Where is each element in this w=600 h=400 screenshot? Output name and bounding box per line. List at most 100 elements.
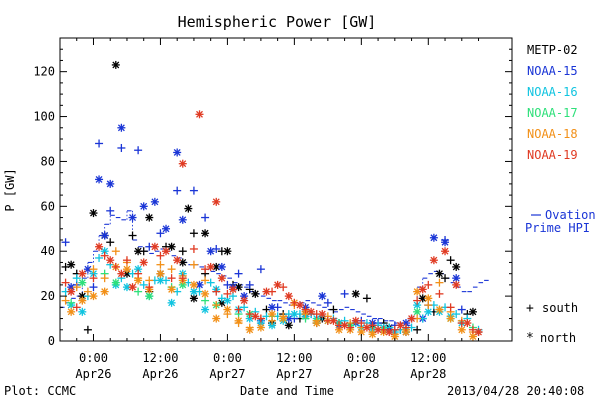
- noaa-18-south-marker: [424, 301, 433, 310]
- metp-02-south-marker: [128, 231, 137, 240]
- noaa-19-north-marker: [307, 307, 316, 316]
- metp-02-north-marker: [284, 321, 293, 330]
- metp-02-north-marker: [418, 294, 427, 303]
- noaa-19-north-marker: [212, 197, 221, 206]
- data-markers: [61, 60, 483, 341]
- noaa-15-north-marker: [106, 179, 115, 188]
- x-tick-time: 12:00: [276, 351, 312, 365]
- noaa-18-north-marker: [189, 280, 198, 289]
- metp-02-south-marker: [178, 247, 187, 256]
- noaa-16-north-marker: [201, 305, 210, 314]
- noaa-18-south-marker: [83, 287, 92, 296]
- noaa-15-north-marker: [162, 224, 171, 233]
- noaa-15-south-marker: [457, 305, 466, 314]
- noaa-18-north-marker: [468, 332, 477, 341]
- noaa-19-south-marker: [189, 244, 198, 253]
- noaa-18-north-marker: [245, 325, 254, 334]
- x-tick-time: 0:00: [213, 351, 242, 365]
- noaa-16-north-marker: [156, 276, 165, 285]
- noaa-18-north-marker: [89, 292, 98, 301]
- noaa-19-south-marker: [424, 280, 433, 289]
- noaa-15-north-marker: [117, 123, 126, 132]
- y-tick-label: 20: [41, 289, 55, 303]
- noaa-18-south-marker: [145, 276, 154, 285]
- noaa-18-north-marker: [424, 294, 433, 303]
- legend-entry-noaa-16: NOAA-16: [527, 85, 578, 99]
- noaa-19-north-marker: [351, 316, 360, 325]
- noaa-18-north-marker: [167, 285, 176, 294]
- noaa-17-south-marker: [67, 298, 76, 307]
- x-tick-time: 0:00: [347, 351, 376, 365]
- noaa-15-north-marker: [139, 202, 148, 211]
- noaa-15-south-marker: [234, 269, 243, 278]
- ovation-legend-line1: Ovation: [545, 208, 596, 222]
- noaa-19-south-marker: [134, 269, 143, 278]
- legend: METP-02 NOAA-15 NOAA-16 NOAA-17 NOAA-18 NOAA-…: [527, 43, 578, 162]
- noaa-19-north-marker: [240, 296, 249, 305]
- noaa-18-south-marker: [167, 265, 176, 274]
- noaa-19-north-marker: [106, 256, 115, 265]
- noaa-19-north-marker: [385, 328, 394, 337]
- noaa-15-south-marker: [95, 139, 104, 148]
- noaa-19-south-marker: [122, 256, 131, 265]
- noaa-19-south-marker: [156, 251, 165, 260]
- noaa-15-south-marker: [89, 283, 98, 292]
- noaa-15-north-marker: [217, 262, 226, 271]
- x-tick-date: Apr27: [209, 367, 245, 381]
- x-axis-label: Date and Time: [240, 384, 334, 398]
- noaa-18-south-marker: [100, 274, 109, 283]
- noaa-19-south-marker: [167, 274, 176, 283]
- noaa-15-north-marker: [441, 238, 450, 247]
- ovation-legend: Ovation Prime HPI: [525, 208, 596, 235]
- plot-timestamp: 2013/04/28 20:40:08: [447, 384, 584, 398]
- noaa-15-south-marker: [61, 238, 70, 247]
- y-tick-label: 0: [48, 334, 55, 348]
- noaa-18-north-marker: [201, 289, 210, 298]
- legend-entry-noaa-17: NOAA-17: [527, 106, 578, 120]
- noaa-19-south-marker: [89, 274, 98, 283]
- noaa-19-north-marker: [206, 262, 215, 271]
- noaa-19-north-marker: [117, 269, 126, 278]
- noaa-19-south-marker: [223, 289, 232, 298]
- y-tick-label: 80: [41, 154, 55, 168]
- noaa-19-south-marker: [212, 287, 221, 296]
- metp-02-north-marker: [145, 213, 154, 222]
- noaa-19-north-marker: [195, 110, 204, 119]
- north-marker-symbol: *: [526, 331, 534, 346]
- noaa-18-south-marker: [201, 276, 210, 285]
- metp-02-north-marker: [167, 242, 176, 251]
- noaa-18-north-marker: [212, 314, 221, 323]
- noaa-15-south-marker: [340, 289, 349, 298]
- metp-02-north-marker: [435, 269, 444, 278]
- noaa-19-north-marker: [262, 287, 271, 296]
- chart-title: Hemispheric Power [GW]: [178, 13, 377, 31]
- noaa-17-north-marker: [413, 307, 422, 316]
- noaa-19-north-marker: [67, 287, 76, 296]
- noaa-19-south-marker: [111, 262, 120, 271]
- noaa-18-north-marker: [122, 265, 131, 274]
- noaa-18-south-marker: [212, 301, 221, 310]
- noaa-16-south-marker: [139, 280, 148, 289]
- noaa-15-south-marker: [173, 186, 182, 195]
- noaa-19-north-marker: [95, 242, 104, 251]
- metp-02-north-marker: [111, 60, 120, 69]
- noaa-19-north-marker: [418, 285, 427, 294]
- noaa-15-north-marker: [95, 175, 104, 184]
- noaa-17-north-marker: [111, 278, 120, 287]
- metp-02-south-marker: [413, 325, 422, 334]
- ovation-legend-line2: Prime HPI: [525, 221, 590, 235]
- noaa-18-north-marker: [312, 319, 321, 328]
- noaa-17-south-marker: [201, 296, 210, 305]
- noaa-18-north-marker: [223, 305, 232, 314]
- noaa-18-north-marker: [268, 310, 277, 319]
- metp-02-north-marker: [468, 307, 477, 316]
- metp-02-south-marker: [441, 274, 450, 283]
- noaa-15-south-marker: [156, 229, 165, 238]
- noaa-15-south-marker: [134, 146, 143, 155]
- noaa-19-north-marker: [228, 285, 237, 294]
- metp-02-south-marker: [446, 256, 455, 265]
- noaa-15-north-marker: [150, 197, 159, 206]
- legend-entry-metp-02: METP-02: [527, 43, 578, 57]
- noaa-19-north-marker: [150, 242, 159, 251]
